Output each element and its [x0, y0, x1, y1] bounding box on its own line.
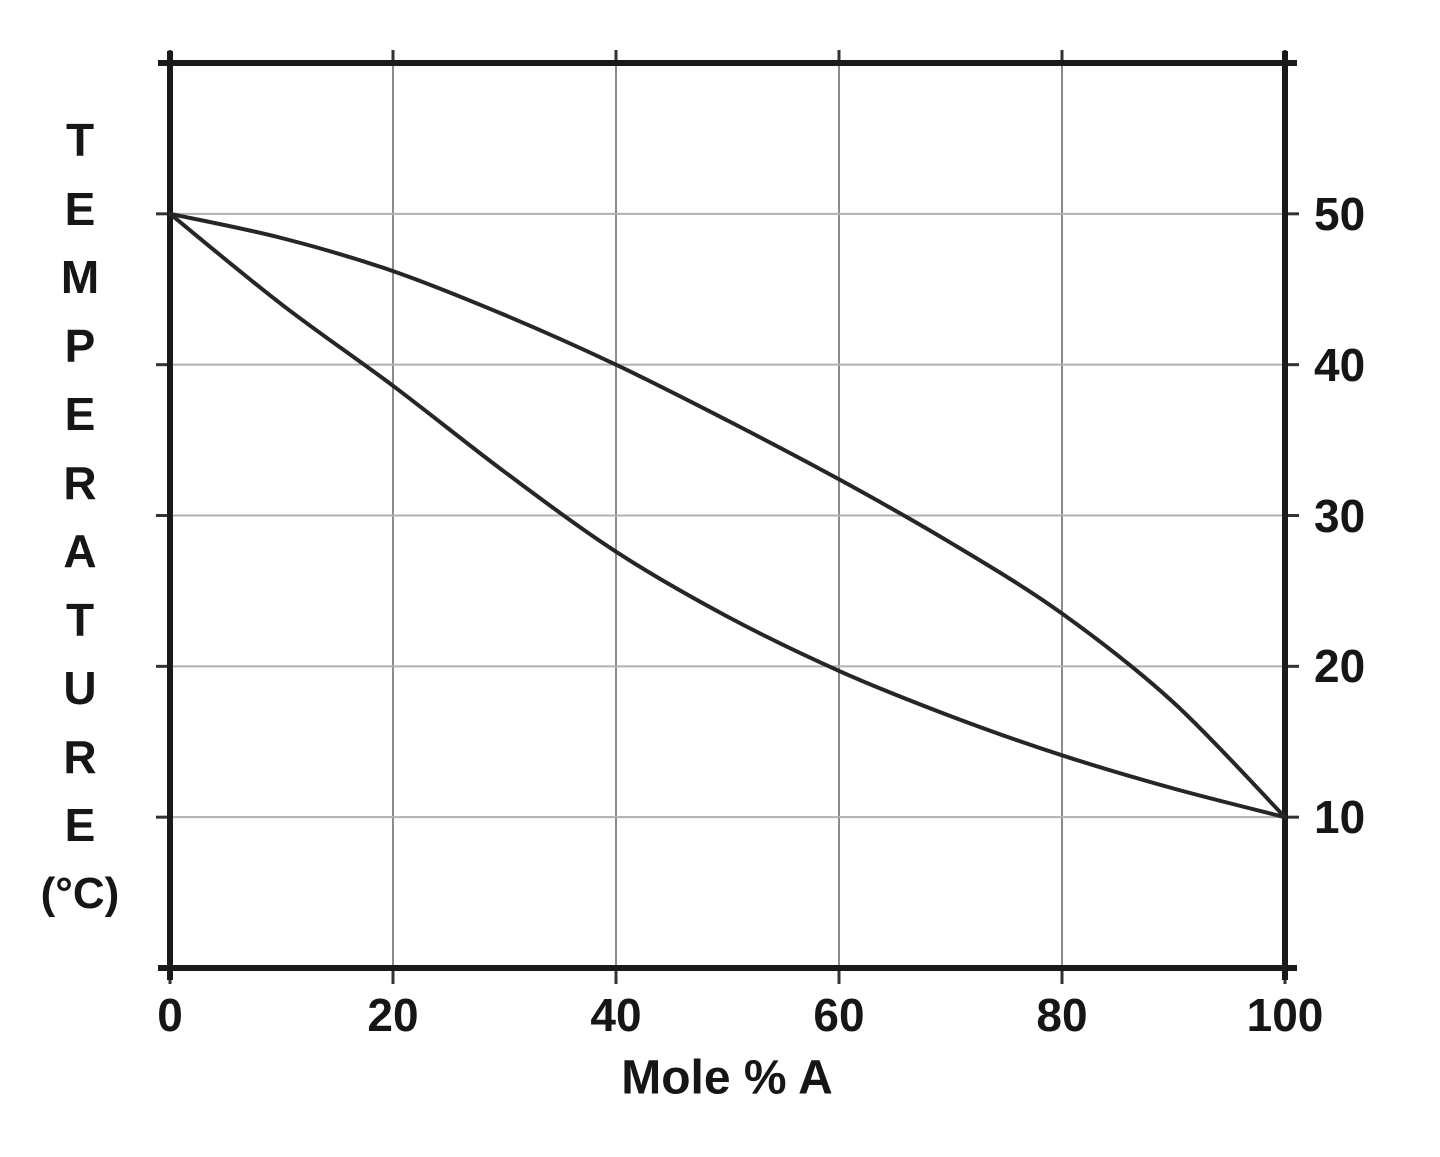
y-tick-label-20: 20 — [1314, 640, 1366, 693]
y-tick-label-30: 30 — [1314, 489, 1366, 542]
y-axis-label-char: T — [65, 114, 95, 166]
x-tick-label-20: 20 — [367, 989, 419, 1041]
x-axis-label: Mole % A — [621, 1051, 833, 1105]
x-tick-label-0: 0 — [157, 989, 183, 1041]
y-axis-label-char: A — [63, 525, 97, 577]
y-axis-label-char: U — [63, 662, 97, 714]
y-axis-label-char: M — [60, 251, 100, 303]
x-tick-label-60: 60 — [813, 989, 865, 1041]
y-tick-label-50: 50 — [1314, 187, 1366, 240]
y-tick-label-40: 40 — [1314, 338, 1366, 391]
x-tick-label-100: 100 — [1246, 989, 1324, 1041]
lower-boundary-curve — [168, 211, 1287, 820]
y-axis-label-char: T — [65, 593, 95, 646]
y-axis-label-char: R — [63, 730, 97, 783]
y-axis-label-char: E — [64, 388, 96, 440]
upper-boundary-curve — [168, 211, 1287, 820]
x-tick-label-40: 40 — [590, 989, 642, 1041]
x-tick-label-80: 80 — [1036, 989, 1088, 1041]
y-axis-label-char: E — [64, 799, 96, 851]
y-axis-label-char: P — [64, 319, 96, 372]
y-tick-label-10: 10 — [1314, 791, 1366, 844]
y-axis-label-char: E — [64, 182, 96, 235]
y-axis-label-char: R — [63, 456, 97, 509]
y-axis-label-char: (°C) — [40, 868, 120, 918]
